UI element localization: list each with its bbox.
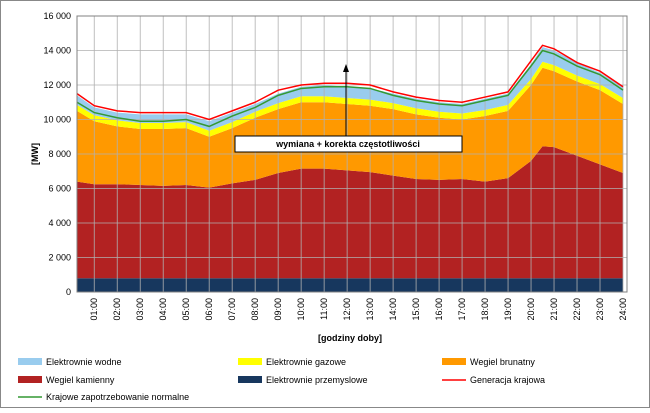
x-tick-label: 21:00 bbox=[549, 298, 559, 321]
y-tick-label: 6 000 bbox=[48, 184, 71, 194]
legend-label: Krajowe zapotrzebowanie normalne bbox=[46, 392, 189, 402]
x-tick-label: 14:00 bbox=[388, 298, 398, 321]
area bbox=[77, 61, 623, 137]
y-tick-label: 0 bbox=[66, 287, 71, 297]
y-tick-label: 14 000 bbox=[43, 46, 71, 56]
x-tick-label: 08:00 bbox=[250, 298, 260, 321]
y-tick-label: 10 000 bbox=[43, 115, 71, 125]
area bbox=[77, 278, 623, 292]
annotation: wymiana + korekta częstotliwości bbox=[275, 139, 420, 149]
plot-border bbox=[76, 15, 628, 293]
legend-label: Elektrownie gazowe bbox=[266, 357, 346, 367]
x-tick-label: 18:00 bbox=[480, 298, 490, 321]
legend-swatch bbox=[442, 358, 466, 365]
x-tick-label: 09:00 bbox=[273, 298, 283, 321]
x-tick-label: 03:00 bbox=[135, 298, 145, 321]
y-tick-label: 4 000 bbox=[48, 218, 71, 228]
x-tick-label: 17:00 bbox=[457, 298, 467, 321]
legend-label: Generacja krajowa bbox=[470, 375, 545, 385]
x-tick-label: 06:00 bbox=[204, 298, 214, 321]
legend-label: Elektrownie wodne bbox=[46, 357, 122, 367]
legend-label: Wegiel kamienny bbox=[46, 375, 115, 385]
line bbox=[76, 49, 624, 128]
x-tick-label: 12:00 bbox=[342, 298, 352, 321]
x-tick-label: 04:00 bbox=[158, 298, 168, 321]
area bbox=[77, 146, 623, 279]
y-tick-label: 12 000 bbox=[43, 80, 71, 90]
arrow-head bbox=[343, 64, 349, 72]
x-tick-label: 19:00 bbox=[503, 298, 513, 321]
x-tick-label: 23:00 bbox=[595, 298, 605, 321]
area bbox=[77, 47, 623, 131]
line bbox=[76, 44, 624, 121]
annotation-box bbox=[234, 135, 463, 153]
legend-label: Elektrownie przemyslowe bbox=[266, 375, 368, 385]
y-tick-label: 2 000 bbox=[48, 253, 71, 263]
legend-swatch bbox=[238, 376, 262, 383]
legend-swatch bbox=[238, 358, 262, 365]
x-tick-label: 22:00 bbox=[572, 298, 582, 321]
x-tick-label: 24:00 bbox=[618, 298, 628, 321]
x-tick-label: 07:00 bbox=[227, 298, 237, 321]
x-axis-label: [godziny doby] bbox=[318, 333, 382, 343]
x-tick-label: 11:00 bbox=[319, 298, 329, 320]
x-tick-label: 20:00 bbox=[526, 298, 536, 321]
area bbox=[77, 67, 623, 188]
x-tick-label: 01:00 bbox=[89, 298, 99, 321]
legend-swatch bbox=[18, 358, 42, 365]
x-tick-label: 13:00 bbox=[365, 298, 375, 321]
x-tick-label: 15:00 bbox=[411, 298, 421, 321]
y-tick-label: 8 000 bbox=[48, 149, 71, 159]
y-axis-label: [MW] bbox=[30, 143, 40, 165]
y-tick-label: 16 000 bbox=[43, 11, 71, 21]
legend-label: Wegiel brunatny bbox=[470, 357, 535, 367]
x-tick-label: 05:00 bbox=[181, 298, 191, 321]
x-tick-label: 16:00 bbox=[434, 298, 444, 321]
x-tick-label: 02:00 bbox=[112, 298, 122, 321]
legend-swatch bbox=[18, 376, 42, 383]
x-tick-label: 10:00 bbox=[296, 298, 306, 321]
